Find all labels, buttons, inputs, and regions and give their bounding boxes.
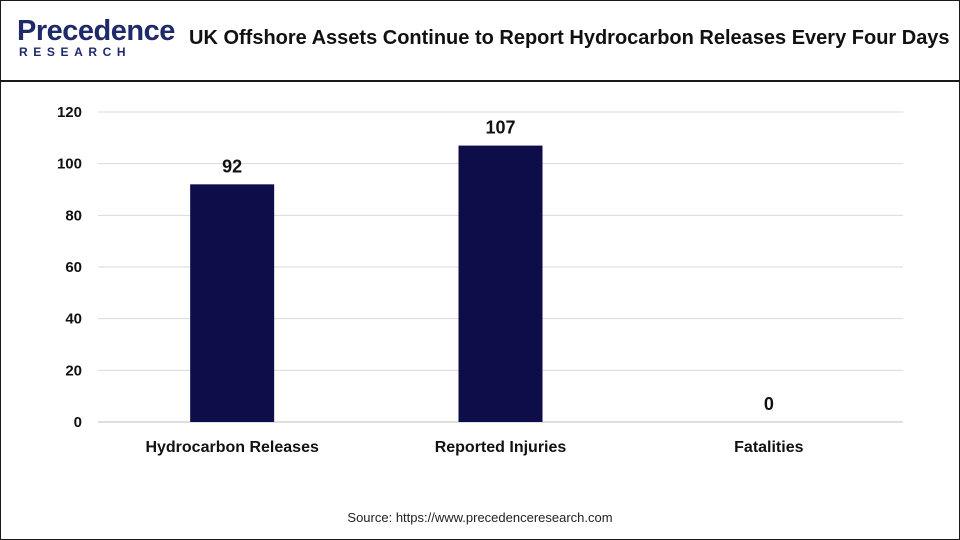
header: Precedence RESEARCH UK Offshore Assets C… — [1, 1, 959, 82]
y-tick-label: 40 — [65, 311, 82, 328]
data-label: 107 — [485, 118, 515, 138]
y-tick-label: 80 — [65, 207, 82, 224]
x-category-label: Reported Injuries — [435, 439, 567, 456]
logo-wordmark: Precedence — [17, 15, 175, 47]
y-tick-label: 60 — [65, 259, 82, 276]
y-tick-label: 100 — [57, 156, 82, 173]
y-tick-label: 0 — [74, 414, 82, 431]
y-tick-label: 120 — [57, 104, 82, 121]
logo-subtitle: RESEARCH — [19, 45, 132, 59]
x-category-label: Hydrocarbon Releases — [145, 439, 319, 456]
source-note: Source: https://www.precedenceresearch.c… — [347, 510, 613, 525]
y-tick-label: 20 — [65, 362, 82, 379]
chart-title: UK Offshore Assets Continue to Report Hy… — [189, 27, 950, 49]
data-label: 92 — [222, 156, 242, 176]
bar — [190, 184, 275, 422]
logo: Precedence RESEARCH — [17, 15, 175, 67]
data-label: 0 — [764, 394, 774, 414]
bar — [458, 145, 543, 423]
x-category-label: Fatalities — [734, 439, 803, 456]
